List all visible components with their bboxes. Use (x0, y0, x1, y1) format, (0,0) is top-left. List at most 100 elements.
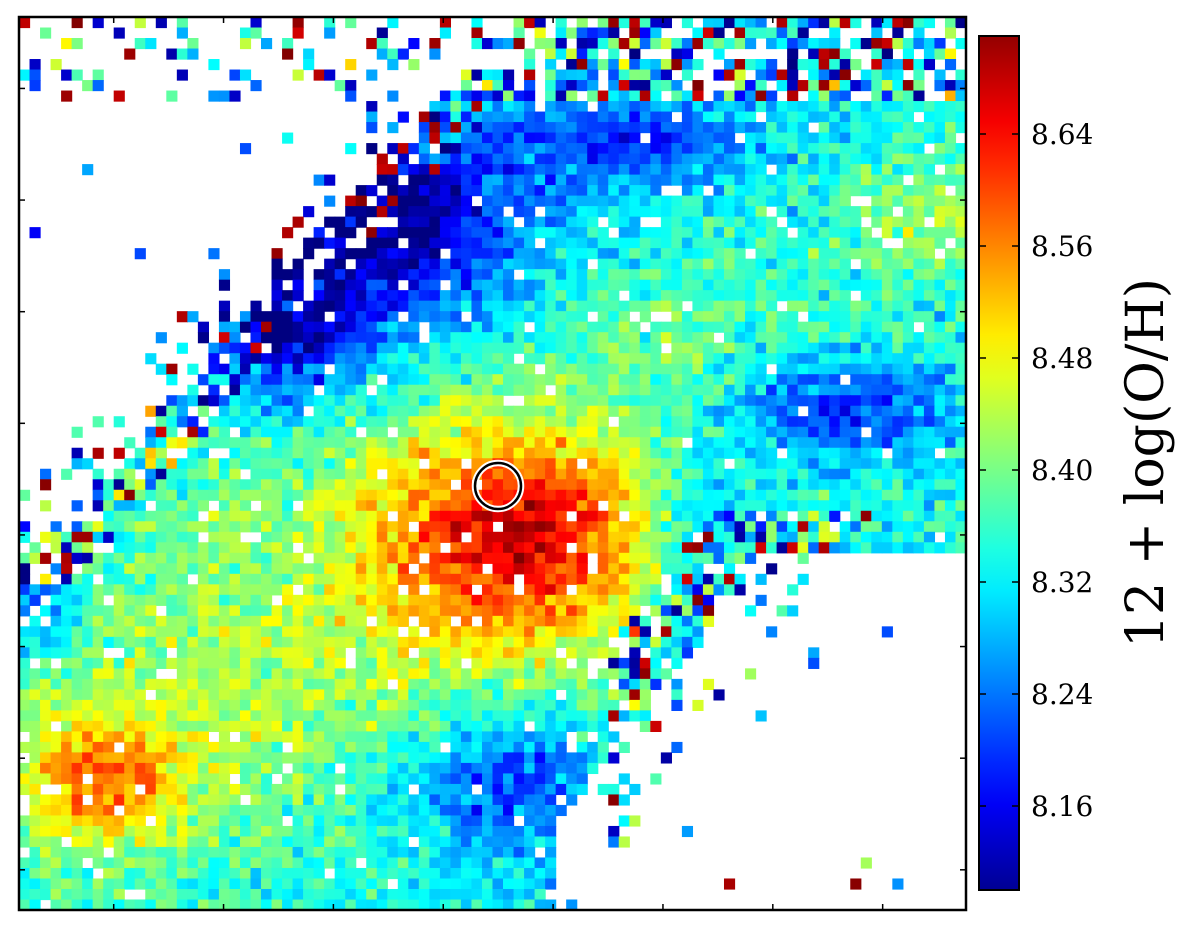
map-pixel (618, 594, 630, 606)
map-pixel (345, 363, 357, 375)
map-pixel (271, 647, 283, 659)
map-pixel (734, 321, 746, 333)
map-pixel (618, 342, 630, 354)
map-pixel (408, 458, 420, 470)
map-pixel (597, 153, 609, 165)
map-pixel (71, 552, 83, 564)
map-pixel (366, 710, 378, 722)
map-pixel (829, 153, 841, 165)
map-pixel (587, 689, 599, 701)
map-pixel (366, 447, 378, 459)
map-pixel (61, 794, 73, 806)
map-pixel (355, 563, 367, 575)
map-pixel (513, 626, 525, 638)
map-pixel (513, 752, 525, 764)
map-pixel (503, 699, 515, 711)
map-pixel (303, 300, 315, 312)
map-pixel (50, 836, 62, 848)
map-pixel (481, 657, 494, 669)
map-pixel (71, 857, 83, 869)
map-pixel (545, 794, 557, 806)
map-pixel (671, 80, 683, 92)
map-pixel (250, 857, 262, 869)
map-pixel (787, 468, 799, 480)
map-pixel (723, 101, 736, 113)
map-pixel (418, 258, 430, 270)
map-pixel (261, 437, 273, 449)
map-pixel (723, 290, 736, 302)
map-pixel (629, 17, 641, 29)
map-pixel (629, 216, 641, 228)
map-pixel (103, 531, 115, 543)
map-pixel (439, 521, 452, 533)
map-pixel (902, 353, 914, 365)
map-pixel (261, 531, 273, 543)
map-pixel (639, 258, 651, 270)
map-pixel (418, 510, 430, 522)
map-pixel (376, 584, 388, 596)
map-pixel (881, 510, 893, 522)
map-pixel (587, 395, 599, 407)
map-pixel (460, 542, 473, 554)
map-pixel (745, 269, 757, 281)
map-pixel (850, 111, 862, 123)
map-pixel (250, 384, 262, 396)
map-pixel (629, 594, 641, 606)
map-pixel (61, 710, 73, 722)
map-pixel (355, 269, 367, 281)
map-pixel (134, 825, 146, 838)
map-pixel (408, 38, 420, 50)
map-pixel (513, 122, 525, 134)
map-pixel (82, 542, 94, 554)
map-pixel (155, 447, 167, 459)
map-pixel (555, 122, 567, 134)
map-pixel (608, 111, 620, 123)
map-pixel (618, 279, 630, 291)
map-pixel (29, 857, 41, 869)
map-pixel (871, 111, 883, 123)
map-pixel (92, 605, 104, 617)
map-pixel (166, 500, 178, 512)
map-pixel (71, 731, 83, 743)
map-pixel (923, 174, 936, 186)
map-pixel (187, 426, 199, 438)
map-pixel (534, 321, 546, 333)
map-pixel (19, 563, 31, 575)
map-pixel (481, 773, 494, 785)
map-pixel (471, 552, 483, 564)
map-pixel (545, 647, 557, 659)
map-pixel (355, 416, 367, 428)
map-pixel (839, 195, 851, 207)
map-pixel (566, 416, 578, 428)
map-pixel (303, 689, 315, 701)
map-pixel (555, 311, 567, 323)
map-pixel (618, 794, 630, 806)
map-pixel (639, 552, 651, 564)
map-pixel (608, 59, 620, 71)
map-pixel (197, 668, 209, 680)
map-pixel (776, 374, 788, 386)
map-pixel (639, 699, 651, 711)
map-pixel (145, 479, 157, 491)
map-pixel (587, 185, 599, 197)
map-pixel (829, 164, 841, 176)
map-pixel (397, 510, 409, 522)
map-pixel (345, 594, 357, 606)
map-pixel (271, 657, 283, 669)
map-pixel (618, 657, 630, 669)
map-pixel (787, 311, 799, 323)
map-pixel (492, 269, 504, 281)
map-pixel (639, 668, 651, 680)
map-pixel (839, 122, 851, 134)
map-pixel (208, 615, 220, 627)
map-pixel (29, 699, 41, 711)
map-pixel (913, 101, 925, 113)
map-pixel (597, 783, 609, 796)
map-pixel (787, 111, 799, 123)
map-pixel (429, 678, 441, 690)
map-pixel (913, 206, 925, 218)
map-pixel (797, 227, 809, 239)
map-pixel (355, 804, 367, 817)
map-pixel (913, 510, 925, 522)
map-pixel (397, 647, 409, 659)
